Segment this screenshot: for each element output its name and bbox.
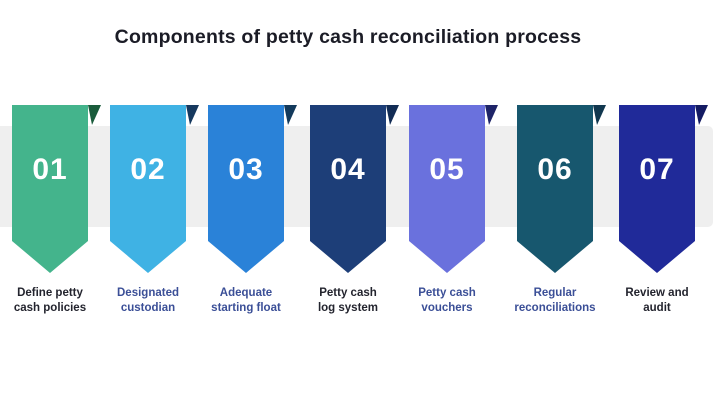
step-label: Regular reconciliations xyxy=(514,287,596,314)
step-number: 07 xyxy=(639,153,675,186)
ribbon-banner-shape xyxy=(517,105,606,273)
ribbon-banner-shape xyxy=(208,105,297,273)
ribbon-body xyxy=(517,105,593,273)
page-title: Components of petty cash reconciliation … xyxy=(114,26,582,48)
ribbon-banner-shape xyxy=(310,105,399,273)
ribbon-body xyxy=(409,105,485,273)
ribbon-fold-corner xyxy=(386,105,399,125)
ribbon-body xyxy=(110,105,186,273)
step-ribbon-01: 01 Define petty cash policies xyxy=(12,105,101,320)
ribbon-fold-corner xyxy=(284,105,297,125)
ribbon-banner-shape xyxy=(12,105,101,273)
step-number: 03 xyxy=(228,153,264,186)
step-number: 06 xyxy=(537,153,573,186)
ribbon-body xyxy=(310,105,386,273)
step-number: 01 xyxy=(32,153,68,186)
step-ribbon-05: 05 Petty cash vouchers xyxy=(409,105,498,320)
step-label: Define petty cash policies xyxy=(13,287,87,314)
ribbon-body xyxy=(208,105,284,273)
step-label: Adequate starting float xyxy=(211,287,281,314)
step-ribbon-03: 03 Adequate starting float xyxy=(208,105,297,320)
step-ribbon-07: 07 Review and audit xyxy=(619,105,708,320)
ribbon-banner-shape xyxy=(409,105,498,273)
ribbon-body xyxy=(12,105,88,273)
ribbon-banner-shape xyxy=(110,105,199,273)
step-number: 05 xyxy=(429,153,465,186)
step-label: Petty cash log system xyxy=(317,287,379,314)
step-label: Review and audit xyxy=(625,287,689,314)
ribbon-body xyxy=(619,105,695,273)
ribbon-fold-corner xyxy=(593,105,606,125)
ribbon-banner-shape xyxy=(619,105,708,273)
step-number: 02 xyxy=(130,153,166,186)
step-ribbon-02: 02 Designated custodian xyxy=(110,105,199,320)
step-label: Designated custodian xyxy=(117,287,179,314)
ribbon-fold-corner xyxy=(88,105,101,125)
step-label: Petty cash vouchers xyxy=(418,287,476,314)
step-number: 04 xyxy=(330,153,366,186)
ribbon-fold-corner xyxy=(695,105,708,125)
step-ribbon-06: 06 Regular reconciliations xyxy=(514,105,606,320)
ribbon-fold-corner xyxy=(186,105,199,125)
step-ribbon-04: 04 Petty cash log system xyxy=(310,105,399,320)
ribbon-fold-corner xyxy=(485,105,498,125)
